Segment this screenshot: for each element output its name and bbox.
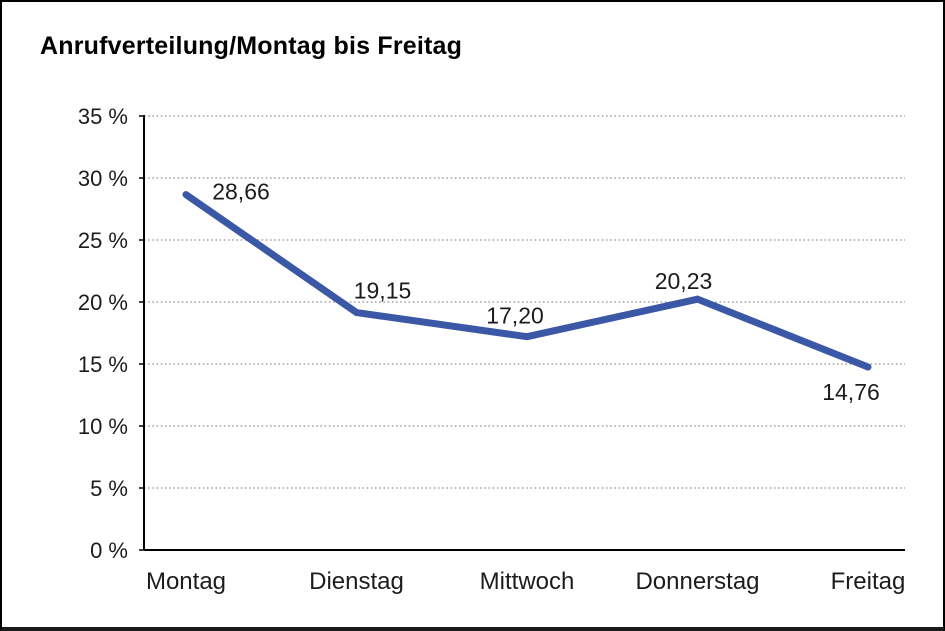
chart-title: Anrufverteilung/Montag bis Freitag [40,32,463,60]
data-point-label: 20,23 [655,268,713,294]
y-tick-label: 25 % [78,228,128,253]
data-point-label: 28,66 [212,179,270,205]
x-axis-label: Freitag [831,568,906,595]
y-tick-label: 30 % [78,166,128,191]
x-axis-label: Donnerstag [635,568,759,595]
data-point-label: 14,76 [822,379,880,405]
data-line-anrufverteilung [182,191,872,371]
y-tick-label: 10 % [78,414,128,439]
y-tick-label: 35 % [78,104,128,129]
y-tick-label: 0 % [90,538,128,563]
x-axis-label: Montag [146,568,226,595]
y-tick-label: 20 % [78,290,128,315]
x-axis-label: Mittwoch [480,568,575,595]
data-point-label: 17,20 [486,303,544,329]
y-tick-label: 15 % [78,352,128,377]
y-tick-label: 5 % [90,476,128,501]
x-axis-label: Dienstag [309,568,404,595]
data-point-label: 19,15 [354,278,412,304]
